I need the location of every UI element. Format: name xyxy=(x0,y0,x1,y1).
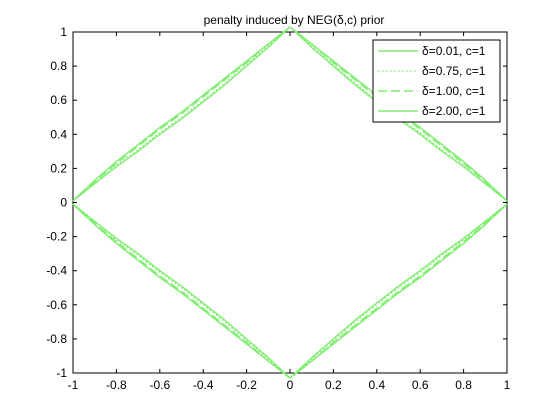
series-segment xyxy=(289,26,508,202)
x-tick-label: 0.2 xyxy=(325,378,342,392)
series-segment xyxy=(72,203,291,379)
y-tick-label: -0.4 xyxy=(46,264,67,278)
legend: δ=0.01, c=1 δ=0.75, c=1 δ=1.00, c=1 δ=2.00,… xyxy=(372,39,501,123)
y-tick-label: 1 xyxy=(60,25,67,39)
legend-label: δ=0.01, c=1 xyxy=(422,44,486,58)
series-segment xyxy=(289,203,508,379)
x-tick-label: -0.6 xyxy=(149,378,170,392)
series-line xyxy=(72,26,508,379)
chart-title: penalty induced by NEG(δ,c) prior xyxy=(204,13,385,27)
x-tick-label: -0.4 xyxy=(193,378,214,392)
series-segment xyxy=(72,203,291,379)
y-axis: -1 -0.8 -0.6 -0.4 -0.2 0 0.2 0.4 0.6 0.8 1 xyxy=(46,25,507,380)
legend-label: δ=0.75, c=1 xyxy=(422,64,486,78)
legend-box xyxy=(372,39,501,123)
x-tick-label: -1 xyxy=(68,378,79,392)
y-tick-label: 0.8 xyxy=(50,59,67,73)
y-tick-label: -1 xyxy=(56,366,67,380)
x-tick-label: -0.2 xyxy=(236,378,257,392)
y-tick-label: -0.2 xyxy=(46,230,67,244)
y-tick-label: 0 xyxy=(60,196,67,210)
series-segment xyxy=(72,26,291,202)
legend-label: δ=1.00, c=1 xyxy=(422,84,486,98)
x-tick-label: 0.8 xyxy=(455,378,472,392)
series-segment xyxy=(72,26,291,202)
series-segment xyxy=(289,203,508,379)
y-tick-label: 0.2 xyxy=(50,161,67,175)
series-segment xyxy=(72,203,291,379)
series-segment xyxy=(289,203,508,379)
y-tick-label: -0.8 xyxy=(46,332,67,346)
series-segment xyxy=(72,26,291,202)
series-line xyxy=(72,26,508,379)
legend-label: δ=2.00, c=1 xyxy=(422,104,486,118)
y-tick-label: 0.6 xyxy=(50,93,67,107)
series-segment xyxy=(72,203,291,379)
y-tick-label: 0.4 xyxy=(50,127,67,141)
series-segment xyxy=(72,26,291,202)
x-tick-label: 0.6 xyxy=(412,378,429,392)
x-tick-label: 0.4 xyxy=(368,378,385,392)
x-axis: -1 -0.8 -0.6 -0.4 -0.2 0 0.2 0.4 0.6 0.8 1 xyxy=(68,32,511,392)
x-tick-label: 0 xyxy=(287,378,294,392)
series-segment xyxy=(289,203,508,379)
x-tick-label: -0.8 xyxy=(106,378,127,392)
x-tick-label: 1 xyxy=(504,378,511,392)
y-tick-label: -0.6 xyxy=(46,298,67,312)
